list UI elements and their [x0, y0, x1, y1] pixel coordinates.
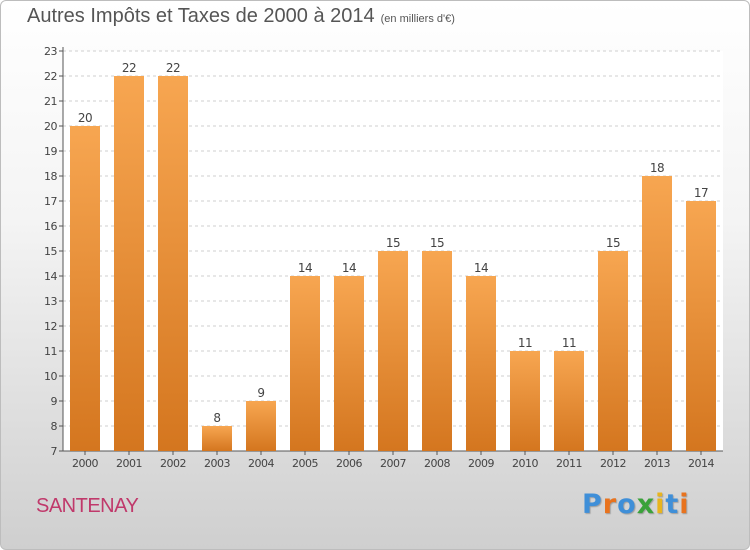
bar [642, 176, 672, 451]
x-tick-label: 2000 [72, 457, 98, 470]
y-tick-label: 20 [44, 120, 57, 133]
chart-unit: (en milliers d'€) [380, 13, 455, 25]
chart-title-text: Autres Impôts et Taxes de 2000 à 2014 [27, 5, 375, 27]
x-tick-label: 2011 [556, 457, 582, 470]
bar-value-label: 11 [562, 336, 576, 350]
y-tick-label: 16 [44, 220, 57, 233]
bar [466, 276, 496, 451]
proxiti-logo: Proxiti [582, 489, 690, 520]
logo-letter: i [655, 489, 666, 520]
y-tick-label: 8 [51, 420, 58, 433]
y-tick-label: 21 [44, 95, 57, 108]
bar [202, 426, 232, 451]
bar [334, 276, 364, 451]
logo-letter: r [602, 489, 618, 520]
bar-value-label: 9 [257, 386, 264, 400]
bar [598, 251, 628, 451]
bar-value-label: 22 [122, 61, 136, 75]
y-tick-label: 18 [44, 170, 57, 183]
bar [290, 276, 320, 451]
bar-value-label: 15 [606, 236, 620, 250]
bar-value-label: 20 [78, 111, 92, 125]
y-tick-label: 12 [44, 320, 57, 333]
y-tick-label: 23 [44, 45, 57, 58]
bar-value-label: 22 [166, 61, 180, 75]
x-tick-label: 2014 [688, 457, 714, 470]
bar-value-label: 8 [213, 411, 220, 425]
bar [422, 251, 452, 451]
bar-value-label: 11 [518, 336, 532, 350]
x-tick-label: 2013 [644, 457, 670, 470]
x-tick-label: 2008 [424, 457, 450, 470]
bar [554, 351, 584, 451]
y-tick-label: 19 [44, 145, 57, 158]
x-tick-label: 2002 [160, 457, 186, 470]
x-tick-label: 2004 [248, 457, 274, 470]
bar-value-label: 14 [342, 261, 356, 275]
bar [114, 76, 144, 451]
bar-value-label: 17 [694, 186, 708, 200]
x-tick-label: 2009 [468, 457, 494, 470]
logo-letter: x [636, 489, 656, 520]
bar-value-label: 15 [430, 236, 444, 250]
y-tick-label: 17 [44, 195, 57, 208]
y-tick-label: 22 [44, 70, 57, 83]
logo-letter: P [582, 489, 603, 520]
x-tick-label: 2005 [292, 457, 318, 470]
y-tick-label: 7 [51, 445, 58, 458]
bar-value-label: 14 [474, 261, 488, 275]
x-tick-label: 2006 [336, 457, 362, 470]
bar-value-label: 18 [650, 161, 664, 175]
x-tick-label: 2012 [600, 457, 626, 470]
y-tick-label: 15 [44, 245, 57, 258]
bar [510, 351, 540, 451]
bar [246, 401, 276, 451]
y-tick-label: 14 [44, 270, 57, 283]
y-tick-label: 11 [44, 345, 57, 358]
bar-value-label: 15 [386, 236, 400, 250]
logo-letter: o [617, 489, 637, 520]
y-tick-label: 10 [44, 370, 57, 383]
place-name: SANTENAY [36, 495, 139, 517]
logo-letter: i [679, 489, 690, 520]
bar [378, 251, 408, 451]
x-tick-label: 2001 [116, 457, 142, 470]
bar [158, 76, 188, 451]
chart-title: Autres Impôts et Taxes de 2000 à 2014 (en… [27, 5, 455, 28]
y-tick-label: 13 [44, 295, 57, 308]
x-tick-label: 2003 [204, 457, 230, 470]
x-tick-label: 2007 [380, 457, 406, 470]
logo-letter: t [665, 489, 680, 520]
bar [70, 126, 100, 451]
x-tick-label: 2010 [512, 457, 538, 470]
bar-value-label: 14 [298, 261, 312, 275]
y-tick-label: 9 [51, 395, 58, 408]
bar [686, 201, 716, 451]
